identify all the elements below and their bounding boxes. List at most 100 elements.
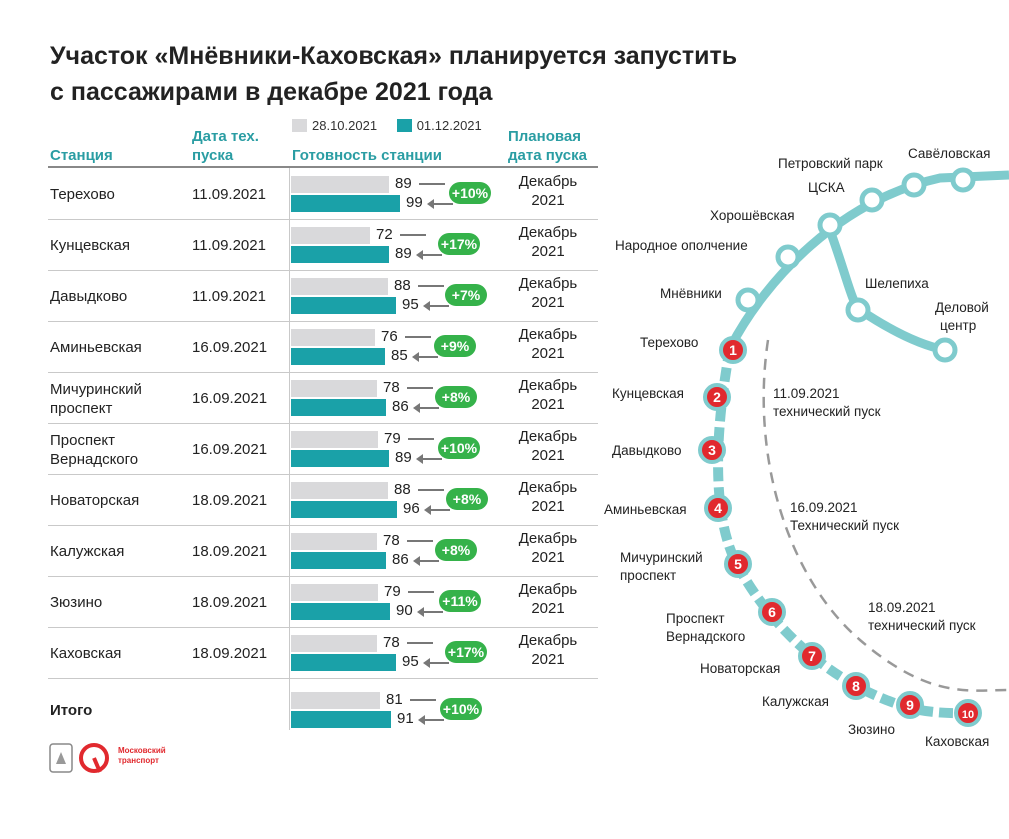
bar-28-10-2021 [291,380,377,397]
header-divider [48,166,598,168]
plan-date: 2021 [531,192,565,209]
new-station-label: Калужская [762,694,829,709]
existing-station-label: Шелепиха [865,276,929,291]
value-28-10-2021: 89 [395,175,412,192]
bar-28-10-2021 [291,176,389,193]
delta-badge: +10% [449,182,491,204]
row-divider [48,678,598,679]
new-station-label: Новаторская [700,661,780,676]
plan-date: Декабрь [518,632,578,649]
chart-legend: 28.10.2021 01.12.2021 [292,118,498,133]
bar-01-12-2021 [291,399,386,416]
new-station-label: Мичуринский [620,550,703,565]
arrow-right [408,591,434,593]
row-divider [48,474,598,475]
row-divider [48,525,598,526]
value-28-10-2021: 72 [376,226,393,243]
bar-01-12-2021 [291,501,397,518]
new-station-label: Аминьевская [604,502,687,517]
new-station-label: Давыдково [612,443,682,458]
plan-date: 2021 [531,294,565,311]
new-station-number: 5 [734,556,742,572]
station-name: Калужская [50,543,125,560]
header-tech-date-line-2: пуска [192,147,234,164]
value-28-10-2021: 78 [383,634,400,651]
value-28-10-2021: 79 [384,430,401,447]
new-station-marker [704,494,732,522]
new-station-marker [798,642,826,670]
existing-station-label: центр [940,318,976,333]
plan-date: 2021 [531,600,565,617]
plan-date: Декабрь [518,530,578,547]
delta-badge: +7% [445,284,487,306]
station-name: Давыдково [50,288,128,305]
legend-label-b: 01.12.2021 [416,118,482,133]
tech-launch-date: 18.09.2021 [868,600,936,615]
value-28-10-2021: 79 [384,583,401,600]
station-name: Аминьевская [50,339,142,356]
arrow-left [412,352,438,362]
value-28-10-2021: 88 [394,481,411,498]
bar-01-12-2021 [291,246,389,263]
value-01-12-2021: 96 [403,500,420,517]
tech-launch-text: Технический пуск [790,518,899,533]
plan-date: Декабрь [518,377,578,394]
arrow-right [400,234,426,236]
value-01-12-2021: 85 [391,347,408,364]
bar-28-10-2021 [291,278,388,295]
new-station-number: 10 [962,709,974,721]
legend-swatch-a [292,119,307,132]
arrow-right [418,489,444,491]
station-name: Мичуринский [50,381,142,398]
arrow-left [417,607,443,617]
new-station-number: 8 [852,678,860,694]
plan-date: 2021 [531,651,565,668]
existing-station-marker [859,187,885,213]
new-station-number: 1 [729,342,737,358]
existing-station-marker [901,172,927,198]
mostrans-logo-text: Московский транспорт [118,746,178,766]
header-plan-date-line-1: Плановая [508,128,581,145]
new-station-label: Терехово [640,335,698,350]
existing-station-marker [817,212,843,238]
tech-date: 18.09.2021 [192,594,268,611]
bar-28-10-2021 [291,482,388,499]
station-name: Итого [50,702,93,719]
new-station-marker [842,672,870,700]
tech-launch-text: технический пуск [773,404,881,419]
plan-date: Декабрь [518,224,578,241]
arrow-right [407,642,433,644]
arrow-right [407,540,433,542]
bar-01-12-2021 [291,195,400,212]
tech-date: 11.09.2021 [192,237,266,254]
page-title: Участок «Мнёвники-Каховская» планируется… [50,38,737,110]
plan-date: 2021 [531,243,565,260]
delta-badge: +17% [438,233,480,255]
arrow-right [418,285,444,287]
delta-badge: +11% [439,590,481,612]
new-station-label: Каховская [925,734,989,749]
mostrans-logo-line-1: Московский [118,746,166,755]
row-divider [48,423,598,424]
new-station-label: Зюзино [848,722,895,737]
value-28-10-2021: 88 [394,277,411,294]
new-station-marker [698,436,726,464]
tech-date: 16.09.2021 [192,441,268,458]
bar-28-10-2021 [291,692,380,709]
bar-01-12-2021 [291,297,396,314]
value-01-12-2021: 95 [402,296,419,313]
plan-date: 2021 [531,498,565,515]
existing-station-label: Мнёвники [660,286,722,301]
tech-launch-boundary [762,339,1009,692]
existing-station-marker [950,167,976,193]
station-name: Проспект [50,432,116,449]
title-line-1: Участок «Мнёвники-Каховская» планируется… [50,42,738,70]
arrow-left [418,715,444,725]
header-plan-date-line-2: дата пуска [508,147,587,164]
row-divider [48,576,598,577]
plan-date: Декабрь [518,428,578,445]
mostrans-logo-line-2: транспорт [118,756,159,765]
arrow-left [424,505,450,515]
plan-date: 2021 [531,549,565,566]
existing-station-marker [735,287,761,313]
